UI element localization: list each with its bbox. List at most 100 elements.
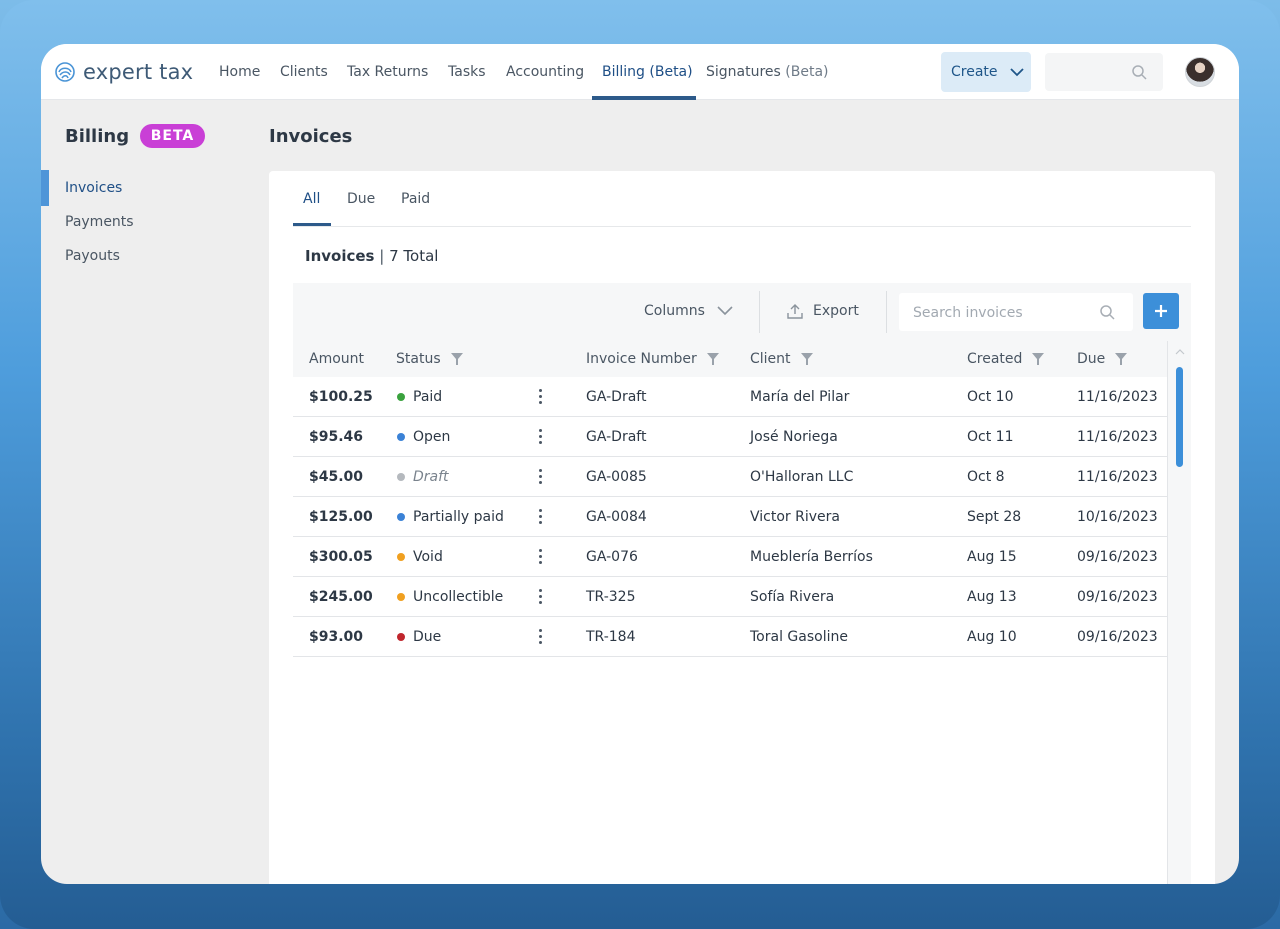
table-scrollbar[interactable] [1167,341,1191,884]
sidebar-item-invoices[interactable]: Invoices [65,180,123,196]
created-cell: Oct 8 [967,469,1005,485]
row-actions-menu-icon[interactable] [538,629,544,645]
table-row[interactable]: $93.00 Due TR-184 Toral Gasoline Aug 10 … [293,617,1167,657]
sidebar-item-payouts[interactable]: Payouts [65,248,120,264]
row-actions-menu-icon[interactable] [538,509,544,525]
due-cell: 11/16/2023 [1077,429,1158,445]
client-cell[interactable]: O'Halloran LLC [750,469,854,485]
created-cell: Oct 11 [967,429,1014,445]
amount-cell: $300.05 [309,549,373,565]
nav-home[interactable]: Home [219,44,260,100]
column-label: Created [967,351,1023,367]
column-header-invoice-number[interactable]: Invoice Number [586,351,719,367]
invoice-number-cell[interactable]: GA-Draft [586,389,647,405]
status-dot [397,553,405,561]
row-actions-menu-icon[interactable] [538,549,544,565]
nav-tasks[interactable]: Tasks [448,44,486,100]
user-avatar[interactable] [1185,57,1215,87]
tab-due[interactable]: Due [347,191,376,207]
table-row[interactable]: $125.00 Partially paid GA-0084 Victor Ri… [293,497,1167,537]
nav-home-label: Home [219,64,261,80]
global-search[interactable] [1045,53,1163,91]
beta-badge: BETA [140,124,205,148]
page-title: Invoices [269,126,353,147]
client-cell[interactable]: José Noriega [750,429,838,445]
table-row[interactable]: $300.05 Void GA-076 Mueblería Berríos Au… [293,537,1167,577]
status-cell: Paid [413,389,443,405]
filter-icon[interactable] [1115,353,1128,365]
table-row[interactable]: $45.00 Draft GA-0085 O'Halloran LLC Oct … [293,457,1167,497]
search-icon [1132,65,1147,80]
filter-icon[interactable] [450,353,463,365]
search-icon [1100,305,1115,320]
columns-button[interactable]: Columns [644,303,733,319]
row-actions-menu-icon[interactable] [538,589,544,605]
amount-cell: $245.00 [309,589,373,605]
toolbar-divider [886,291,887,333]
export-button[interactable]: Export [787,303,859,319]
filter-icon[interactable] [706,353,719,365]
row-actions-menu-icon[interactable] [538,469,544,485]
column-header-due[interactable]: Due [1077,351,1128,367]
invoice-number-cell[interactable]: GA-Draft [586,429,647,445]
active-tab-indicator [293,223,331,226]
table-header: Amount Status Invoice Number Client Crea… [293,341,1167,377]
tab-paid[interactable]: Paid [401,191,431,207]
invoice-number-cell[interactable]: GA-076 [586,549,638,565]
add-invoice-button[interactable] [1143,293,1179,329]
due-cell: 11/16/2023 [1077,389,1158,405]
created-cell: Oct 10 [967,389,1014,405]
filter-icon[interactable] [800,353,813,365]
created-cell: Sept 28 [967,509,1022,525]
client-cell[interactable]: Toral Gasoline [750,629,848,645]
row-actions-menu-icon[interactable] [538,429,544,445]
row-actions-menu-icon[interactable] [538,389,544,405]
status-cell: Open [413,429,451,445]
client-cell[interactable]: Mueblería Berríos [750,549,873,565]
due-cell: 10/16/2023 [1077,509,1158,525]
column-label: Invoice Number [586,351,697,367]
status-dot [397,473,405,481]
filter-icon[interactable] [1032,353,1045,365]
invoice-number-cell[interactable]: GA-0085 [586,469,647,485]
nav-accounting-label: Accounting [506,64,585,80]
nav-signatures-label: Signatures [706,64,781,80]
status-cell: Void [413,549,443,565]
column-header-created[interactable]: Created [967,351,1045,367]
table-row[interactable]: $95.46 Open GA-Draft José Noriega Oct 11… [293,417,1167,457]
nav-tax-returns-label: Tax Returns [347,64,429,80]
table-row[interactable]: $245.00 Uncollectible TR-325 Sofía River… [293,577,1167,617]
table-row[interactable]: $100.25 Paid GA-Draft María del Pilar Oc… [293,377,1167,417]
search-placeholder: Search invoices [913,305,1023,321]
swirl-logo-icon [55,62,75,82]
column-header-status[interactable]: Status [396,351,463,367]
invoice-search-input[interactable]: Search invoices [899,293,1133,331]
client-cell[interactable]: Victor Rivera [750,509,840,525]
scrollbar-thumb[interactable] [1176,367,1183,467]
created-cell: Aug 13 [967,589,1017,605]
create-dropdown-button[interactable]: Create [941,52,1031,92]
tab-all[interactable]: All [303,191,321,207]
nav-billing[interactable]: Billing (Beta) [602,44,693,100]
nav-signatures[interactable]: Signatures (Beta) [706,44,829,100]
client-cell[interactable]: María del Pilar [750,389,850,405]
nav-accounting[interactable]: Accounting [506,44,584,100]
invoice-number-cell[interactable]: GA-0084 [586,509,647,525]
nav-billing-beta-tag: (Beta) [649,64,693,80]
sidebar-item-payments[interactable]: Payments [65,214,134,230]
brand-logo[interactable]: expert tax [55,60,193,84]
column-header-amount[interactable]: Amount [309,351,364,367]
nav-tax-returns[interactable]: Tax Returns [347,44,428,100]
status-dot [397,633,405,641]
due-cell: 11/16/2023 [1077,469,1158,485]
invoice-number-cell[interactable]: TR-184 [586,629,636,645]
client-cell[interactable]: Sofía Rivera [750,589,835,605]
invoice-number-cell[interactable]: TR-325 [586,589,636,605]
nav-clients[interactable]: Clients [280,44,328,100]
column-label: Due [1077,351,1106,367]
column-header-client[interactable]: Client [750,351,813,367]
app-window: expert tax Home Clients Tax Returns Task… [41,44,1239,884]
heading-separator: | [379,247,385,265]
scroll-up-arrow-icon[interactable] [1175,349,1185,355]
status-cell: Draft [413,469,449,485]
